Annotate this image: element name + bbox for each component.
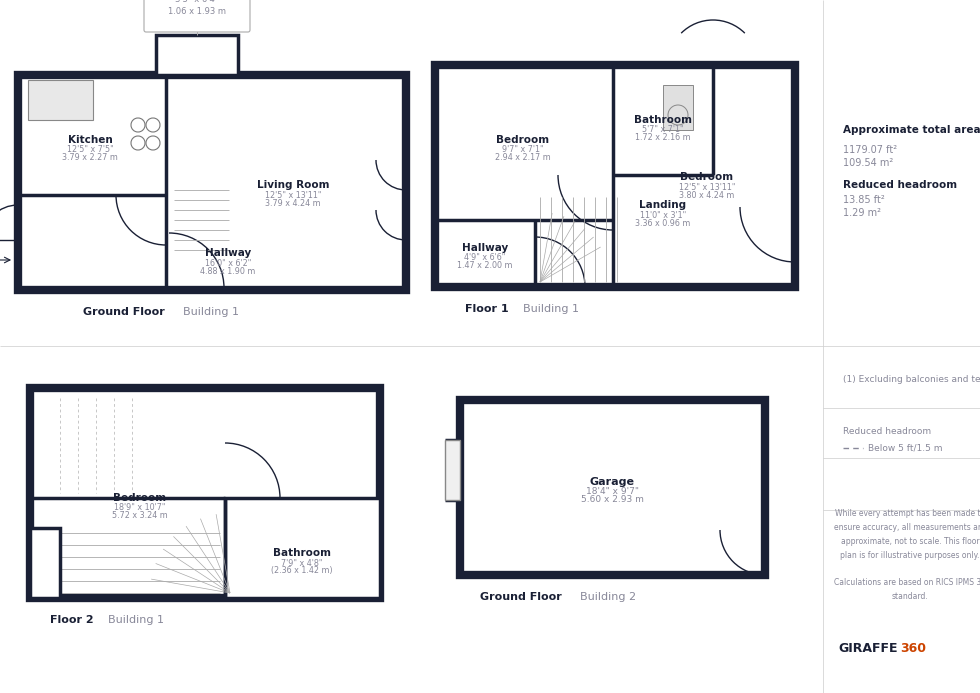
Text: Bedroom: Bedroom	[497, 135, 550, 145]
Text: Bathroom: Bathroom	[634, 115, 692, 125]
Bar	[18, 75, 406, 290]
Text: Reduced headroom: Reduced headroom	[843, 428, 931, 437]
Text: 1179.07 ft²: 1179.07 ft²	[843, 145, 897, 155]
Text: Approximate total area¹: Approximate total area¹	[843, 125, 980, 135]
Text: Kitchen: Kitchen	[68, 135, 113, 145]
Text: Building 1: Building 1	[108, 615, 164, 625]
Text: Reduced headroom: Reduced headroom	[843, 180, 957, 190]
Bar	[156, 35, 238, 75]
Text: Below 5 ft/1.5 m: Below 5 ft/1.5 m	[868, 444, 943, 453]
Text: 12'5" x 7'5": 12'5" x 7'5"	[67, 146, 114, 155]
Bar	[30, 388, 380, 598]
Text: 1.06 x 1.93 m: 1.06 x 1.93 m	[168, 6, 226, 15]
Text: 4.88 x 1.90 m: 4.88 x 1.90 m	[200, 267, 256, 276]
Text: Building 1: Building 1	[183, 307, 239, 317]
Text: 1.29 m²: 1.29 m²	[843, 208, 881, 218]
Text: 3.79 x 4.24 m: 3.79 x 4.24 m	[266, 198, 320, 207]
Text: Ground Floor: Ground Floor	[83, 307, 165, 317]
Text: 12'5" x 13'11": 12'5" x 13'11"	[265, 191, 321, 200]
Text: 5'7" x 7'1": 5'7" x 7'1"	[642, 125, 684, 134]
Text: 360: 360	[900, 642, 926, 654]
Text: 109.54 m²: 109.54 m²	[843, 158, 893, 168]
Bar	[28, 80, 93, 120]
Text: Hallway: Hallway	[462, 243, 508, 253]
Text: 12'5" x 13'11": 12'5" x 13'11"	[679, 182, 735, 191]
Text: 3.80 x 4.24 m: 3.80 x 4.24 m	[679, 191, 735, 200]
Text: Bedroom: Bedroom	[680, 172, 734, 182]
Text: 18'4" x 9'7": 18'4" x 9'7"	[585, 487, 639, 496]
Text: Landing: Landing	[639, 200, 687, 210]
Text: While every attempt has been made to
ensure accuracy, all measurements are
appro: While every attempt has been made to ens…	[834, 509, 980, 602]
Text: 3.36 x 0.96 m: 3.36 x 0.96 m	[635, 218, 691, 227]
Text: 5.72 x 3.24 m: 5.72 x 3.24 m	[112, 511, 168, 520]
Text: Hallway: Hallway	[205, 248, 251, 258]
Text: Building 1: Building 1	[523, 304, 579, 314]
Text: 13.85 ft²: 13.85 ft²	[843, 195, 885, 205]
Text: 3'5" x 6'4": 3'5" x 6'4"	[175, 0, 219, 4]
Text: Floor 2: Floor 2	[50, 615, 94, 625]
Text: (1) Excluding balconies and terraces: (1) Excluding balconies and terraces	[843, 376, 980, 385]
Bar	[445, 440, 460, 500]
Text: Bedroom: Bedroom	[114, 493, 167, 503]
Text: 16'0" x 6'2": 16'0" x 6'2"	[205, 258, 251, 267]
Text: Floor 1: Floor 1	[465, 304, 509, 314]
Text: 18'9" x 10'7": 18'9" x 10'7"	[115, 504, 166, 513]
Text: Garage: Garage	[590, 477, 634, 487]
Bar	[460, 400, 765, 575]
Text: (2.36 x 1.42 m): (2.36 x 1.42 m)	[271, 566, 333, 575]
Bar	[30, 528, 60, 598]
Text: 3.79 x 2.27 m: 3.79 x 2.27 m	[62, 154, 118, 162]
Text: GIRAFFE: GIRAFFE	[839, 642, 898, 654]
Text: 5.60 x 2.93 m: 5.60 x 2.93 m	[580, 495, 644, 505]
Bar	[663, 85, 693, 130]
Text: Building 2: Building 2	[580, 592, 636, 602]
Text: Ground Floor: Ground Floor	[480, 592, 562, 602]
Text: Bathroom: Bathroom	[273, 548, 331, 558]
Text: 4'9" x 6'6": 4'9" x 6'6"	[465, 254, 506, 263]
Text: 11'0" x 3'1": 11'0" x 3'1"	[640, 211, 686, 220]
FancyBboxPatch shape	[144, 0, 250, 32]
Text: 1.47 x 2.00 m: 1.47 x 2.00 m	[458, 261, 513, 270]
Text: 1.72 x 2.16 m: 1.72 x 2.16 m	[635, 134, 691, 143]
Text: 7'9" x 4'8": 7'9" x 4'8"	[281, 559, 322, 568]
Text: 2.94 x 2.17 m: 2.94 x 2.17 m	[495, 154, 551, 162]
Bar	[435, 65, 795, 287]
Text: 9'7" x 7'1": 9'7" x 7'1"	[502, 146, 544, 155]
Bar	[225, 498, 380, 598]
Text: Living Room: Living Room	[257, 180, 329, 190]
